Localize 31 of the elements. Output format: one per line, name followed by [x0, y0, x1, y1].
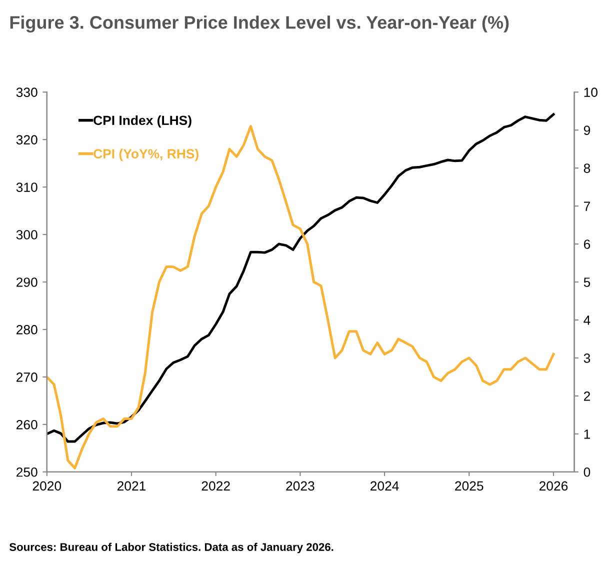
- x-tick-label: 2023: [286, 481, 314, 491]
- y2-tick-label: 3: [584, 354, 590, 363]
- y-tick-label: 310: [16, 182, 38, 192]
- y-tick-label: 250: [16, 467, 38, 477]
- y2-tick-label: 5: [584, 278, 590, 287]
- legend-label: CPI Index (LHS): [94, 115, 192, 128]
- y2-tick-label: 8: [584, 164, 590, 173]
- legend-label: CPI (YoY%, RHS): [94, 148, 198, 162]
- y-tick-label: 290: [16, 278, 38, 287]
- chart-title: Figure 3. Consumer Price Index Level vs. Year-on-Year (%): [10, 16, 509, 32]
- y2-tick-label: 9: [584, 126, 590, 135]
- x-tick-label: 2024: [370, 481, 399, 491]
- x-tick-label: 2020: [32, 481, 62, 491]
- y2-tick-label: 0: [584, 467, 590, 477]
- source-note: Sources: Bureau of Labor Statistics. Data as of January 2026.: [9, 542, 334, 554]
- y-tick-label: 300: [16, 230, 38, 240]
- y-tick-label: 260: [16, 420, 38, 430]
- y2-tick-label: 7: [584, 202, 590, 211]
- x-tick-label: 2022: [202, 481, 230, 491]
- y-tick-label: 280: [16, 325, 38, 334]
- y-tick-label: 320: [16, 135, 38, 144]
- y2-tick-label: 1: [584, 430, 590, 439]
- x-tick-label: 2026: [539, 481, 568, 491]
- y2-tick-label: 4: [584, 316, 590, 325]
- y-tick-label: 270: [16, 372, 38, 382]
- y2-tick-label: 10: [584, 88, 598, 98]
- y2-tick-label: 2: [584, 392, 590, 401]
- x-tick-label: 2021: [117, 481, 146, 491]
- x-tick-label: 2025: [455, 481, 484, 491]
- y2-tick-label: 6: [584, 240, 590, 249]
- y-tick-label: 330: [16, 88, 38, 98]
